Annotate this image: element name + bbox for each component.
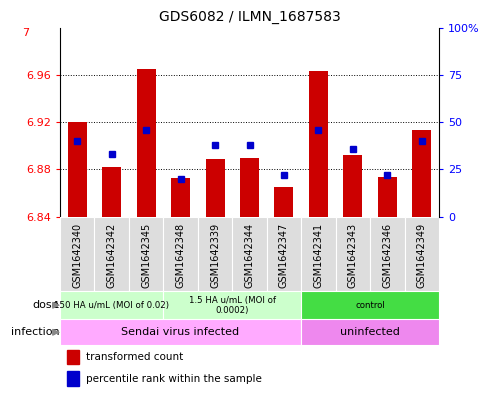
Bar <box>343 155 362 217</box>
Text: percentile rank within the sample: percentile rank within the sample <box>86 373 262 384</box>
Text: GSM1642346: GSM1642346 <box>382 223 392 288</box>
Bar <box>232 217 267 291</box>
Bar <box>137 69 156 217</box>
Text: GSM1642345: GSM1642345 <box>141 223 151 288</box>
Text: Sendai virus infected: Sendai virus infected <box>121 327 240 337</box>
Bar <box>405 217 439 291</box>
Bar <box>60 217 94 291</box>
Bar <box>67 349 79 364</box>
Text: GSM1642342: GSM1642342 <box>107 223 117 288</box>
Text: GSM1642349: GSM1642349 <box>417 223 427 288</box>
Bar <box>301 291 439 320</box>
Text: GSM1642343: GSM1642343 <box>348 223 358 288</box>
Bar <box>163 217 198 291</box>
Bar <box>274 187 293 217</box>
Text: 7: 7 <box>22 28 29 37</box>
Bar <box>102 167 121 217</box>
Bar <box>198 217 232 291</box>
Bar <box>301 320 439 345</box>
Text: GSM1642340: GSM1642340 <box>72 223 82 288</box>
Bar <box>60 291 163 320</box>
Text: GSM1642344: GSM1642344 <box>245 223 254 288</box>
Text: GSM1642341: GSM1642341 <box>313 223 323 288</box>
Text: transformed count: transformed count <box>86 352 184 362</box>
Bar <box>370 217 405 291</box>
Title: GDS6082 / ILMN_1687583: GDS6082 / ILMN_1687583 <box>159 10 340 24</box>
Bar <box>68 122 87 217</box>
Bar <box>171 178 190 217</box>
Bar <box>129 217 163 291</box>
Text: 150 HA u/mL (MOI of 0.02): 150 HA u/mL (MOI of 0.02) <box>54 301 169 310</box>
Bar <box>206 159 225 217</box>
Bar <box>301 217 336 291</box>
Bar <box>336 217 370 291</box>
Bar <box>163 291 301 320</box>
Text: control: control <box>355 301 385 310</box>
Text: uninfected: uninfected <box>340 327 400 337</box>
Text: GSM1642339: GSM1642339 <box>210 223 220 288</box>
Bar <box>267 217 301 291</box>
Text: GSM1642348: GSM1642348 <box>176 223 186 288</box>
Bar <box>67 371 79 386</box>
Bar <box>94 217 129 291</box>
Bar <box>309 71 328 217</box>
Bar <box>240 158 259 217</box>
Text: GSM1642347: GSM1642347 <box>279 223 289 288</box>
Bar <box>412 130 431 217</box>
Bar <box>60 320 301 345</box>
Text: 1.5 HA u/mL (MOI of
0.0002): 1.5 HA u/mL (MOI of 0.0002) <box>189 296 276 315</box>
Text: infection: infection <box>10 327 59 337</box>
Text: dose: dose <box>33 300 59 310</box>
Bar <box>378 176 397 217</box>
